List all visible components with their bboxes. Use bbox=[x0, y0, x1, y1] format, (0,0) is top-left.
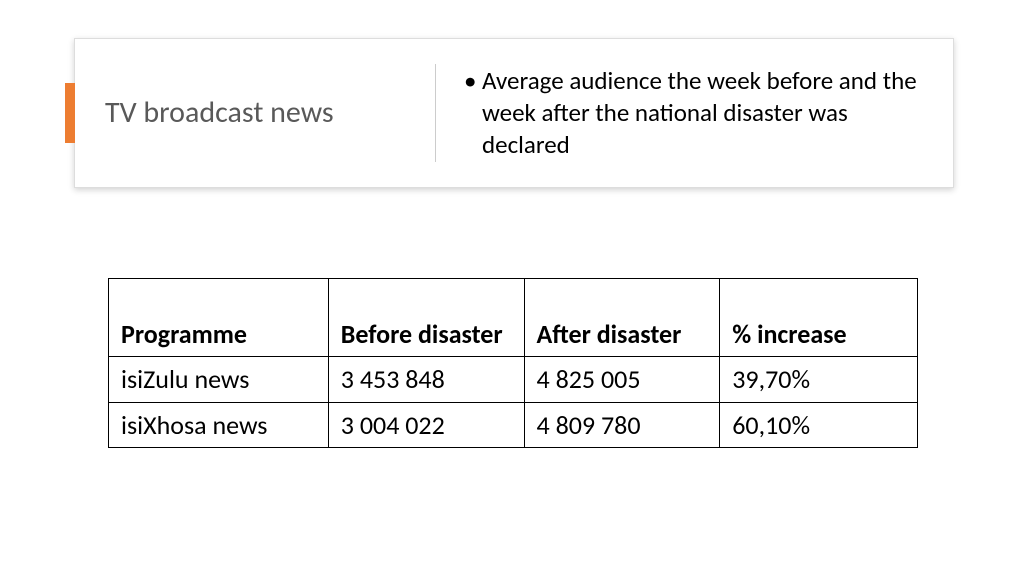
bullet-text: Average audience the week before and the… bbox=[482, 65, 922, 161]
header-inner: TV broadcast news • Average audience the… bbox=[75, 39, 953, 187]
cell-before: 3 453 848 bbox=[328, 357, 524, 403]
cell-after: 4 809 780 bbox=[524, 402, 720, 448]
slide: TV broadcast news • Average audience the… bbox=[0, 0, 1024, 576]
accent-bar bbox=[65, 83, 75, 143]
header-card: TV broadcast news • Average audience the… bbox=[74, 38, 954, 188]
cell-programme: isiZulu news bbox=[109, 357, 329, 403]
cell-programme: isiXhosa news bbox=[109, 402, 329, 448]
bullet-cell: • Average audience the week before and t… bbox=[464, 65, 923, 161]
audience-table: Programme Before disaster After disaster… bbox=[108, 278, 918, 448]
slide-title: TV broadcast news bbox=[105, 95, 334, 131]
bullet-dot-icon: • bbox=[464, 65, 482, 97]
header-divider bbox=[435, 64, 436, 162]
table-row: isiZulu news 3 453 848 4 825 005 39,70% bbox=[109, 357, 918, 403]
cell-pct: 60,10% bbox=[720, 402, 918, 448]
col-pct-increase: % increase bbox=[720, 279, 918, 357]
table-header-row: Programme Before disaster After disaster… bbox=[109, 279, 918, 357]
bullet-row: • Average audience the week before and t… bbox=[464, 65, 922, 161]
title-cell: TV broadcast news bbox=[105, 57, 425, 169]
col-programme: Programme bbox=[109, 279, 329, 357]
col-before: Before disaster bbox=[328, 279, 524, 357]
table-row: isiXhosa news 3 004 022 4 809 780 60,10% bbox=[109, 402, 918, 448]
cell-after: 4 825 005 bbox=[524, 357, 720, 403]
cell-pct: 39,70% bbox=[720, 357, 918, 403]
col-after: After disaster bbox=[524, 279, 720, 357]
cell-before: 3 004 022 bbox=[328, 402, 524, 448]
